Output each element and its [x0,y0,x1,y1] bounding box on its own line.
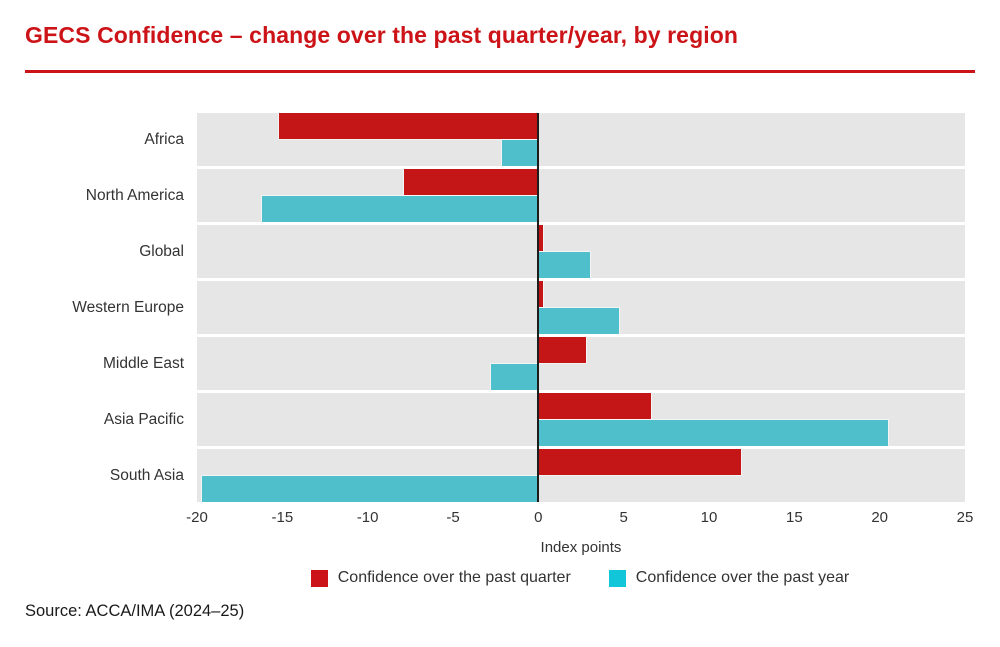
bar-year [261,196,539,222]
row-band [197,337,965,390]
chart-row: Africa [25,113,975,166]
category-label: Global [139,242,184,260]
x-tick-label: 0 [534,509,543,526]
legend-label-year: Confidence over the past year [635,569,850,586]
title-divider [25,70,975,73]
bar-quarter [538,281,544,307]
bar-quarter [278,113,539,139]
category-label: Asia Pacific [103,410,184,428]
legend-swatch-quarter-icon [310,569,328,587]
zero-axis-line [537,113,540,502]
row-band [197,449,965,502]
chart-row: Global [25,225,975,278]
x-tick-label: -5 [446,509,460,526]
x-tick-label: -20 [186,509,208,526]
bar-year [490,364,539,390]
row-band [197,281,965,334]
category-label: North America [85,186,184,204]
x-tick-label: 5 [619,509,628,526]
category-label: Western Europe [72,298,184,316]
x-axis-ticks: -20 -15 -10 -5 0 5 10 15 20 25 [25,509,975,531]
legend-swatch-year-icon [608,569,626,587]
category-label: South Asia [109,466,184,484]
bar-quarter [538,225,544,251]
row-band [197,113,965,166]
x-tick-label: -10 [356,509,379,526]
bar-year [502,140,539,166]
bar-year [538,420,889,446]
row-band [197,393,965,446]
category-label: Africa [144,130,184,148]
chart-row: North America [25,169,975,222]
source-note: Source: ACCA/IMA (2024–25) [25,602,245,620]
bar-year [202,476,539,502]
chart-row: Western Europe [25,281,975,334]
x-axis-label: Index points [540,539,622,556]
category-label: Middle East [103,354,184,372]
x-tick-label: 20 [871,509,888,526]
row-band [197,225,965,278]
x-tick-label: 15 [785,509,803,526]
legend: Confidence over the past quarter Confide… [25,569,975,587]
bar-quarter [538,449,742,475]
x-tick-label: 25 [956,509,974,526]
bar-quarter [403,169,539,195]
chart-row: Middle East [25,337,975,390]
bar-year [538,252,590,278]
x-tick-label: 10 [700,509,718,526]
page-title: GECS Confidence – change over the past q… [25,22,739,48]
chart-row: Asia Pacific [25,393,975,446]
chart-row: South Asia [25,449,975,502]
chart-rows: Africa North America Global Western Europe M… [25,113,975,502]
bar-chart: Africa North America Global Western Europe M… [25,113,975,556]
legend-item-year: Confidence over the past year [608,569,850,587]
row-band [197,169,965,222]
legend-label-quarter: Confidence over the past quarter [337,569,571,586]
bar-year [538,308,619,334]
bar-quarter [538,393,651,419]
bar-quarter [538,337,587,363]
x-tick-label: -15 [271,509,294,526]
legend-item-quarter: Confidence over the past quarter [310,569,571,587]
